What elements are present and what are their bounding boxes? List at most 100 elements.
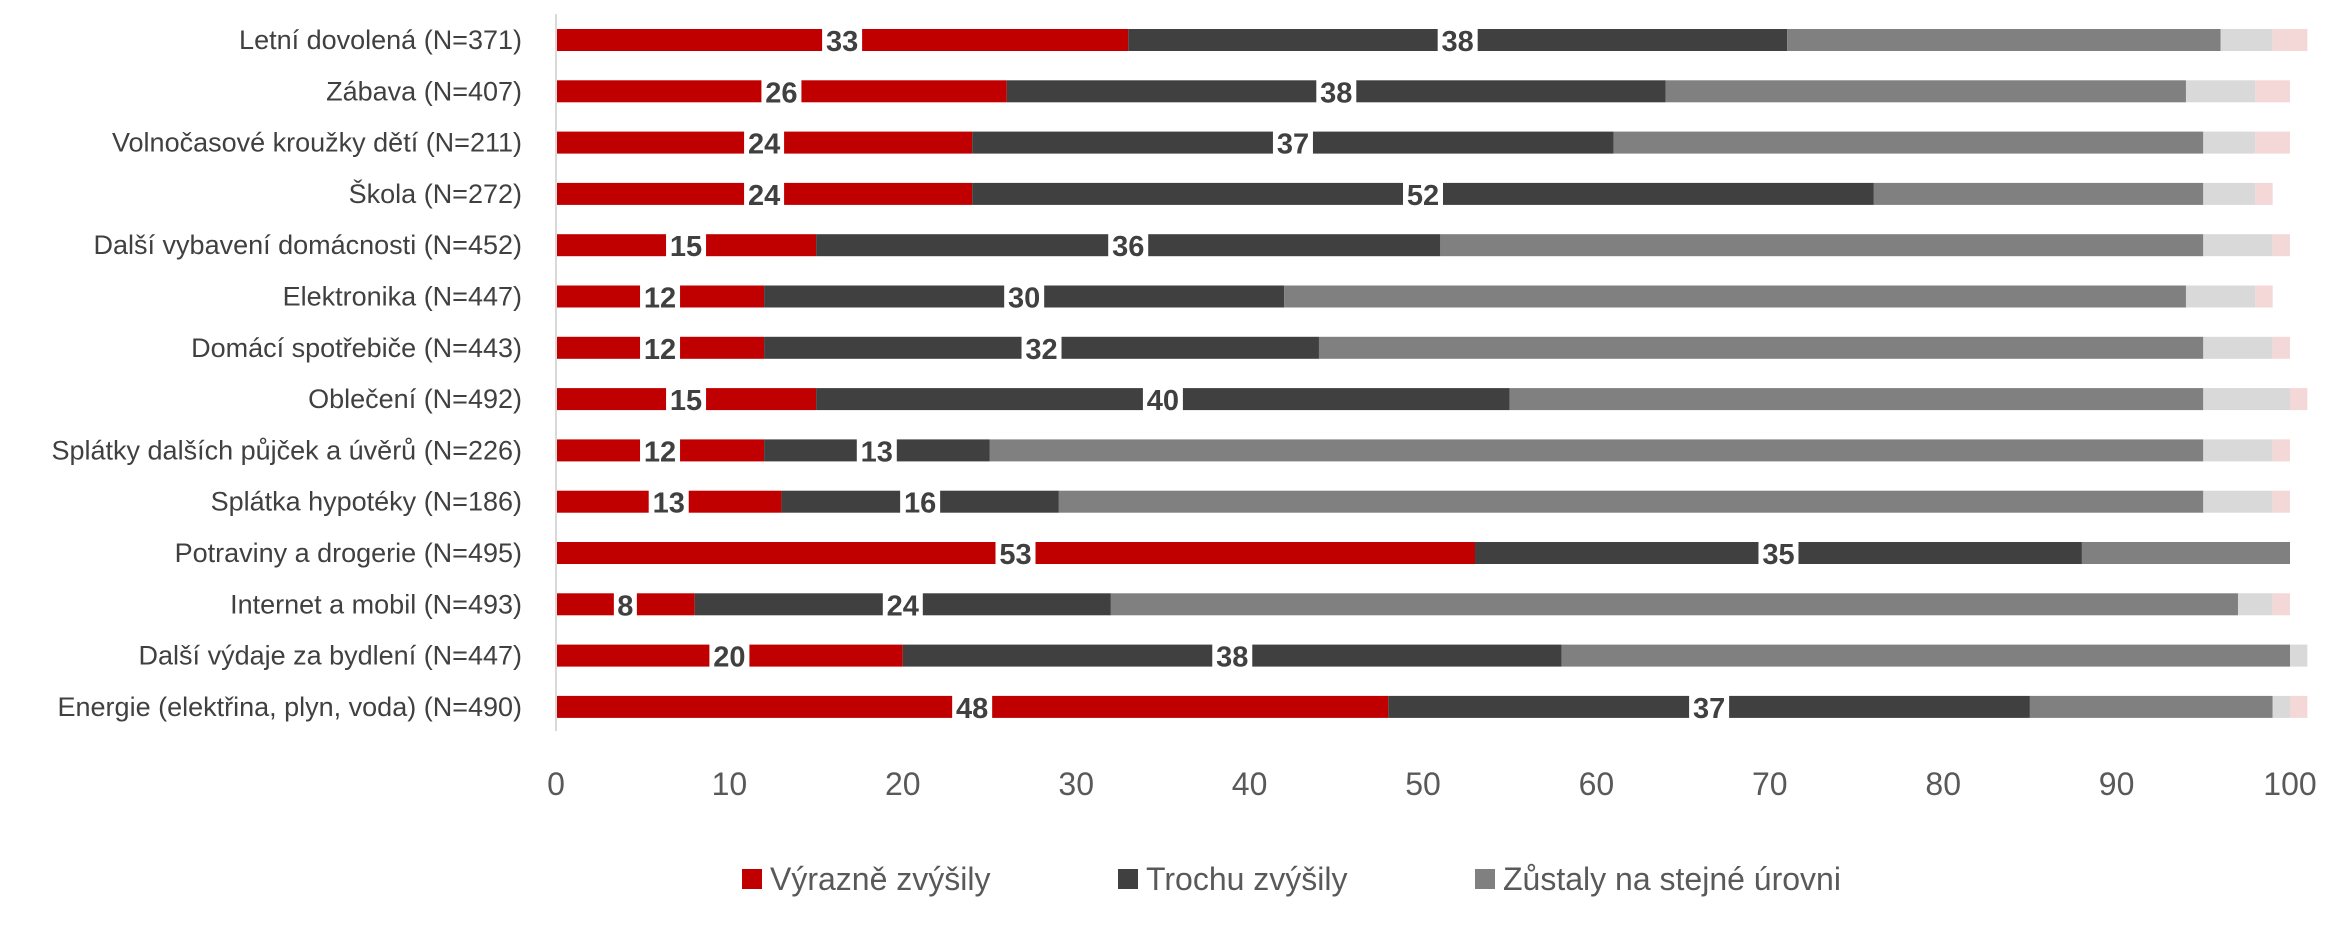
x-tick-label: 20 bbox=[885, 766, 921, 802]
bar-segment bbox=[2290, 388, 2308, 411]
data-label: 36 bbox=[1112, 231, 1144, 263]
bar-segment bbox=[2220, 29, 2273, 51]
bar-segment bbox=[2255, 131, 2290, 154]
bar-segment bbox=[2272, 29, 2308, 51]
data-label-background bbox=[1004, 282, 1045, 313]
bars-layer bbox=[556, 29, 2308, 718]
bar-segment bbox=[1110, 593, 2238, 616]
category-label: Volnočasové kroužky dětí (N=211) bbox=[112, 128, 522, 158]
x-tick-label: 0 bbox=[547, 766, 565, 802]
legend-swatch bbox=[1118, 869, 1138, 889]
bar-segment bbox=[2237, 593, 2273, 616]
category-label: Energie (elektřina, plyn, voda) (N=490) bbox=[58, 692, 522, 722]
data-label: 33 bbox=[826, 26, 858, 58]
data-label-background bbox=[1437, 26, 1478, 56]
category-label: Potraviny a drogerie (N=495) bbox=[175, 538, 522, 568]
data-label: 52 bbox=[1407, 180, 1439, 212]
legend-label: Trochu zvýšily bbox=[1146, 861, 1348, 897]
category-label: Zábava (N=407) bbox=[326, 76, 522, 106]
data-label: 37 bbox=[1693, 693, 1725, 725]
data-label-background bbox=[666, 385, 707, 416]
bar-segment bbox=[2203, 234, 2273, 257]
bar-segment bbox=[1058, 490, 2204, 513]
x-axis-tick-labels: 0 10 20 30 40 50 60 70 80 90 100 bbox=[547, 766, 2317, 802]
bar-segment bbox=[2029, 695, 2273, 718]
data-label: 30 bbox=[1008, 283, 1040, 315]
category-label: Internet a mobil (N=493) bbox=[230, 589, 522, 619]
x-tick-label: 10 bbox=[712, 766, 748, 802]
x-tick-label: 30 bbox=[1058, 766, 1094, 802]
bar-segment bbox=[1561, 644, 2290, 667]
x-tick-label: 70 bbox=[1752, 766, 1788, 802]
data-label: 53 bbox=[999, 539, 1031, 571]
data-label: 40 bbox=[1147, 385, 1179, 417]
category-label: Další výdaje za bydlení (N=447) bbox=[139, 641, 522, 671]
data-label: 13 bbox=[861, 436, 893, 468]
data-label: 26 bbox=[765, 77, 797, 109]
data-label: 38 bbox=[1442, 26, 1474, 58]
data-label-background bbox=[952, 692, 993, 723]
data-label: 24 bbox=[887, 590, 919, 622]
data-label-background bbox=[744, 128, 785, 159]
data-label-background bbox=[613, 590, 637, 621]
data-label-background bbox=[666, 231, 707, 262]
bar-segment bbox=[2255, 80, 2290, 103]
bar-segment bbox=[1284, 285, 2186, 308]
legend: Výrazně zvýšily Trochu zvýšily Zůstaly na … bbox=[742, 861, 1841, 897]
data-label: 32 bbox=[1025, 334, 1057, 366]
data-label: 37 bbox=[1277, 129, 1309, 161]
category-label: Letní dovolená (N=371) bbox=[239, 25, 522, 55]
legend-label: Zůstaly na stejné úrovni bbox=[1503, 861, 1841, 897]
data-label: 12 bbox=[644, 334, 676, 366]
x-tick-label: 40 bbox=[1232, 766, 1268, 802]
data-label-background bbox=[900, 487, 941, 518]
bar-segment bbox=[1613, 131, 2204, 154]
bar-segment bbox=[2203, 336, 2273, 359]
data-label-background bbox=[1689, 692, 1730, 723]
category-label: Další vybavení domácnosti (N=452) bbox=[94, 230, 522, 260]
bar-segment bbox=[1873, 182, 2204, 205]
x-tick-label: 60 bbox=[1579, 766, 1615, 802]
bar-segment bbox=[2203, 439, 2273, 462]
data-label-background bbox=[1021, 333, 1062, 364]
data-label-background bbox=[856, 436, 897, 467]
bar-segment bbox=[1440, 234, 2204, 257]
data-label-background bbox=[1403, 179, 1443, 210]
legend-swatch bbox=[742, 869, 762, 889]
bar-segment bbox=[2185, 80, 2256, 103]
x-tick-label: 50 bbox=[1405, 766, 1441, 802]
bar-segment bbox=[1509, 388, 2204, 411]
data-label-background bbox=[761, 77, 802, 108]
bar-segment bbox=[2272, 439, 2290, 462]
bar-segment bbox=[2272, 234, 2290, 257]
data-label-background bbox=[822, 26, 863, 56]
data-label: 13 bbox=[653, 488, 685, 520]
data-label-background bbox=[744, 179, 785, 210]
data-label: 24 bbox=[748, 180, 780, 212]
bar-segment bbox=[2290, 695, 2308, 718]
bar-segment bbox=[2290, 644, 2308, 667]
category-label: Domácí spotřebiče (N=443) bbox=[191, 333, 522, 363]
data-label-background bbox=[640, 436, 681, 467]
category-label: Škola (N=272) bbox=[349, 178, 522, 209]
bar-segment bbox=[2272, 695, 2290, 718]
bar-segment bbox=[2272, 336, 2290, 359]
bar-segment bbox=[2185, 285, 2256, 308]
data-label-background bbox=[1758, 539, 1799, 569]
category-label: Splátky dalších půjček a úvěrů (N=226) bbox=[52, 435, 523, 465]
data-label-background bbox=[709, 641, 750, 672]
data-label: 38 bbox=[1216, 642, 1248, 674]
data-label-background bbox=[640, 333, 681, 364]
data-label-background bbox=[640, 282, 681, 313]
data-label: 20 bbox=[713, 642, 745, 674]
bar-segment bbox=[2272, 593, 2290, 616]
data-label: 38 bbox=[1320, 77, 1352, 109]
data-label: 12 bbox=[644, 283, 676, 315]
data-label: 15 bbox=[670, 231, 702, 263]
data-label: 8 bbox=[617, 590, 633, 622]
data-label-background bbox=[1108, 231, 1149, 262]
data-label: 15 bbox=[670, 385, 702, 417]
bar-segment bbox=[2203, 182, 2256, 205]
bar-segment bbox=[2255, 182, 2273, 205]
